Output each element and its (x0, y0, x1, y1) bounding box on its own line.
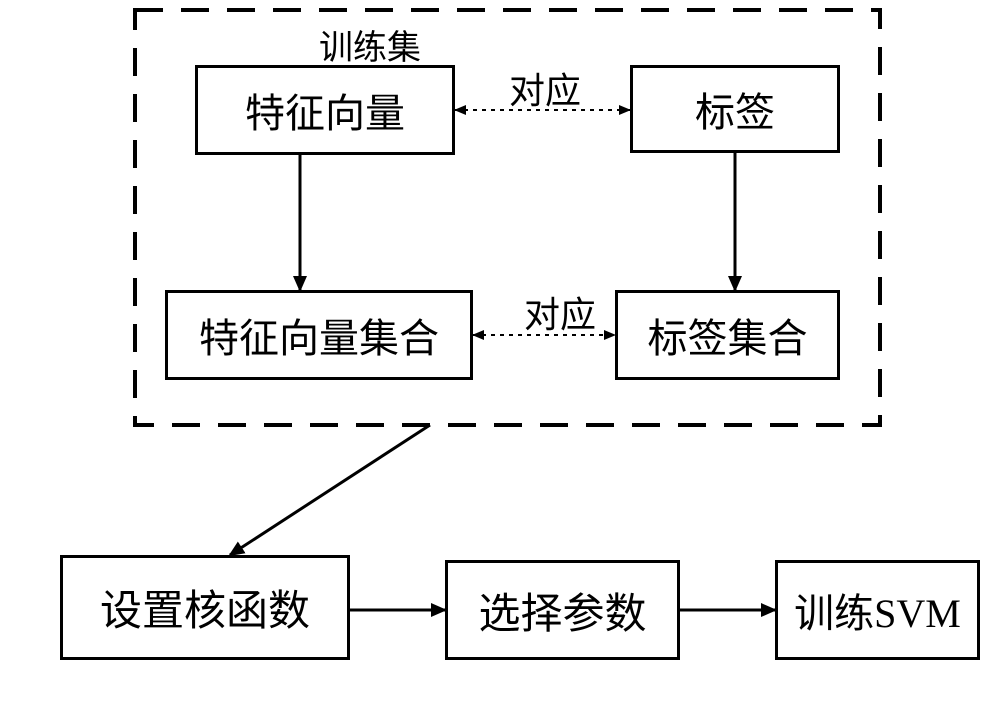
kernel-box: 设置核函数 (60, 555, 350, 660)
params-box: 选择参数 (445, 560, 680, 660)
feature-vector-set-box: 特征向量集合 (165, 290, 473, 380)
label-set-box: 标签集合 (615, 290, 840, 380)
train-svm-box: 训练SVM (775, 560, 980, 660)
kernel-text: 设置核函数 (100, 577, 310, 638)
correspondence-label-2: 对应 (505, 286, 615, 326)
feature-vector-text: 特征向量 (245, 81, 405, 139)
params-text: 选择参数 (478, 580, 646, 641)
label-box: 标签 (630, 65, 840, 153)
label-box-text: 标签 (695, 80, 775, 138)
train-svm-text: 训练SVM (794, 581, 961, 639)
label-set-text: 标签集合 (648, 306, 808, 364)
training-set-label: 训练集 (300, 20, 440, 60)
feature-vector-box: 特征向量 (195, 65, 455, 155)
diagram-canvas: 训练集 特征向量 标签 特征向量集合 标签集合 设置核函数 选择参数 训练SVM… (0, 0, 1000, 720)
correspondence-label-1: 对应 (490, 62, 600, 102)
feature-vector-set-text: 特征向量集合 (199, 306, 439, 364)
edge-region-to-kernel (230, 425, 430, 555)
